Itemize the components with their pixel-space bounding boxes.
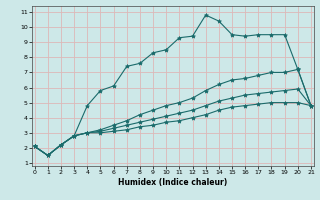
X-axis label: Humidex (Indice chaleur): Humidex (Indice chaleur): [118, 178, 228, 187]
